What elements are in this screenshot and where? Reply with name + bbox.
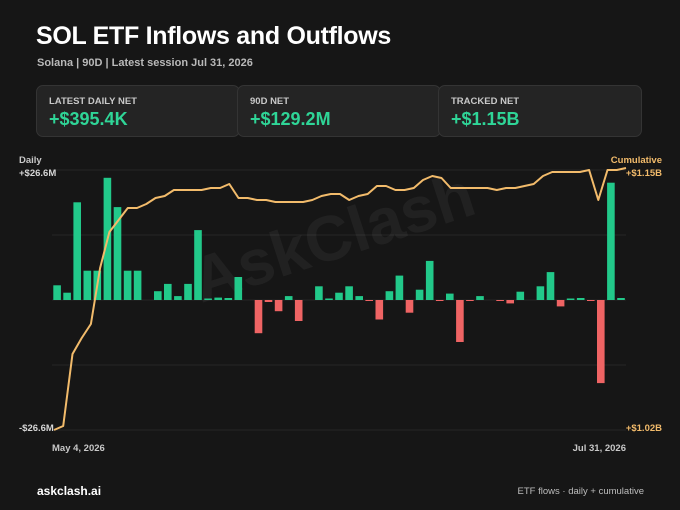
left-axis-bottom-tick: -$26.6M [19, 423, 54, 434]
daily-flow-bar [63, 292, 71, 300]
brand-text: askclash.ai [37, 484, 102, 498]
left-axis-label: Daily [19, 155, 42, 166]
daily-flow-bar [294, 300, 303, 321]
cumulative-line [53, 167, 627, 431]
daily-flow-bar [284, 296, 293, 300]
daily-flow-bar [164, 283, 172, 300]
daily-flow-bar [83, 270, 92, 300]
daily-flow-bar [73, 202, 81, 300]
stat-label: TRACKED NET [451, 96, 520, 107]
left-axis-top-tick: +$26.6M [19, 168, 56, 179]
stat-card-tracked-net: TRACKED NET +$1.15B [438, 85, 642, 137]
daily-flow-bar [154, 291, 162, 300]
daily-flow-bar [546, 272, 555, 300]
daily-flow-bar [425, 260, 434, 300]
daily-flow-bar [506, 300, 514, 304]
daily-flow-bar [405, 300, 414, 313]
daily-flow-bar [123, 270, 132, 300]
daily-flow-bar [274, 300, 283, 312]
daily-flow-bar [375, 300, 384, 320]
daily-flow-bar [466, 300, 474, 301]
daily-flow-bar [184, 283, 192, 300]
stat-value: +$395.4K [49, 109, 128, 129]
stat-value: +$129.2M [250, 109, 331, 129]
page-title: SOL ETF Inflows and Outflows [36, 22, 392, 50]
stat-card-90d-net: 90D NET +$129.2M [237, 85, 441, 137]
daily-flow-bar [536, 286, 545, 300]
daily-flow-bar [496, 300, 504, 301]
daily-flow-bar [597, 300, 605, 384]
daily-flow-bar [365, 300, 373, 301]
daily-flow-bar [204, 298, 212, 300]
daily-flow-bar [53, 285, 61, 300]
daily-flow-bar [345, 286, 353, 300]
daily-flow-bar [587, 300, 595, 301]
daily-flow-bar [254, 300, 263, 334]
watermark-text: AskClash [183, 158, 483, 317]
daily-flow-bar [355, 296, 363, 300]
daily-flow-bar [174, 296, 182, 300]
footer-caption: ETF flows · daily + cumulative [517, 486, 644, 497]
daily-flow-bar [385, 291, 394, 300]
daily-flow-bar [607, 182, 615, 300]
stat-value: +$1.15B [451, 109, 520, 129]
daily-flow-bar [516, 291, 525, 300]
daily-flow-bar [476, 296, 484, 300]
daily-flow-bar [576, 298, 585, 300]
daily-flow-bar [325, 298, 333, 300]
right-axis-bottom-tick: +$1.02B [626, 423, 662, 434]
daily-flow-bar [617, 298, 625, 300]
x-axis-start-label: May 4, 2026 [52, 443, 105, 454]
stat-label: 90D NET [250, 96, 290, 107]
daily-flow-bar [556, 300, 565, 307]
daily-flow-bar [113, 207, 122, 300]
daily-flow-bar [194, 230, 202, 300]
daily-flow-bar [234, 277, 243, 300]
daily-flow-bar [214, 297, 222, 300]
x-axis-end-label: Jul 31, 2026 [573, 443, 626, 454]
stat-card-latest-daily-net: LATEST DAILY NET +$395.4K [36, 85, 240, 137]
page-subtitle: Solana | 90D | Latest session Jul 31, 20… [37, 57, 253, 69]
daily-flow-bar [133, 270, 142, 300]
daily-flow-bar [395, 275, 404, 300]
daily-flow-bar [335, 292, 343, 300]
daily-flow-bar [415, 289, 424, 300]
right-axis-top-tick: +$1.15B [626, 168, 662, 179]
daily-flow-bar [435, 300, 444, 301]
daily-flow-bar [566, 298, 575, 300]
daily-flow-bar [315, 286, 323, 300]
daily-flow-bar [446, 293, 454, 300]
daily-flow-bar [224, 298, 233, 300]
daily-flow-bar [456, 300, 464, 342]
right-axis-label: Cumulative [611, 155, 662, 166]
daily-flow-bar [264, 300, 273, 302]
stat-label: LATEST DAILY NET [49, 96, 137, 107]
